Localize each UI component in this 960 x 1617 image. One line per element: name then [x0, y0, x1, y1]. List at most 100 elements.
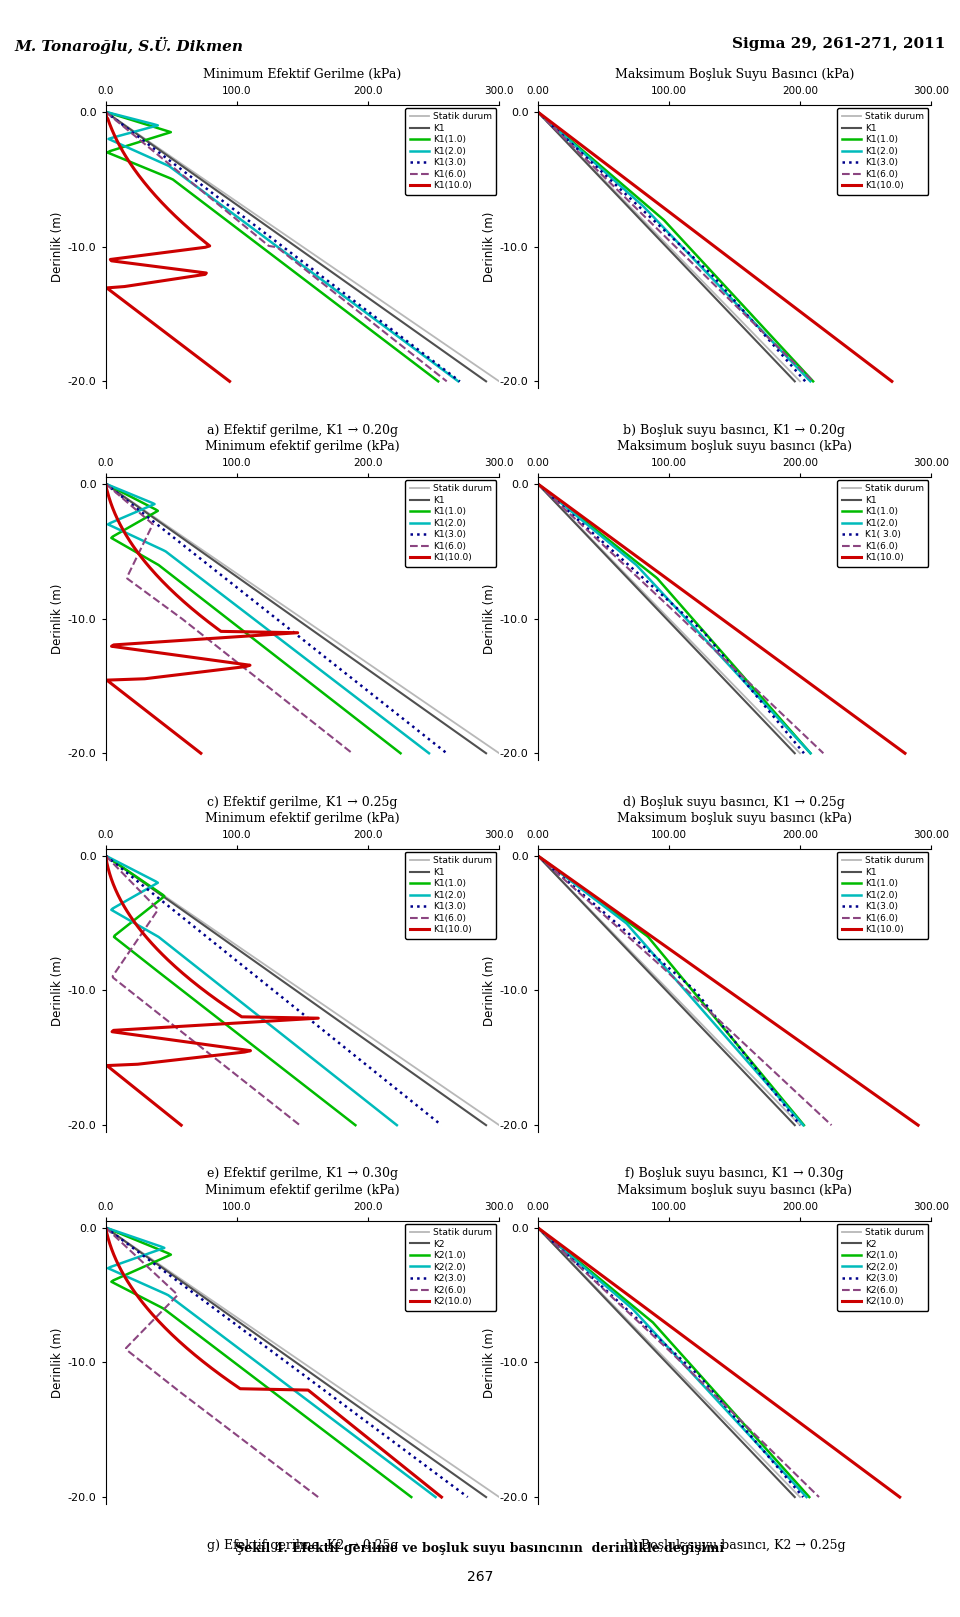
K2(6.0)	[543, 1229, 555, 1248]
K1(6.0)	[329, 729, 341, 749]
K1(1.0)	[349, 1116, 361, 1135]
Statik durum	[542, 113, 554, 133]
K1(10.0)	[100, 846, 111, 865]
K1	[580, 524, 591, 543]
K2(1.0)	[140, 1290, 152, 1310]
K2(2.0)	[412, 1473, 423, 1492]
K1	[776, 729, 787, 749]
Statik durum	[473, 357, 485, 377]
K1(6.0)	[112, 485, 124, 505]
K2(10.0)	[436, 1488, 447, 1507]
Line: K1(3.0): K1(3.0)	[106, 855, 442, 1125]
K1(6.0)	[265, 1093, 276, 1112]
K2	[202, 1290, 213, 1310]
K1(6.0)	[605, 175, 616, 194]
Line: K1(2.0): K1(2.0)	[538, 855, 804, 1125]
K1(2.0)	[553, 862, 564, 881]
K1(10.0)	[868, 721, 879, 741]
K1(10.0)	[176, 1116, 187, 1135]
K1(2.0)	[111, 896, 123, 915]
K1(6.0)	[532, 846, 543, 865]
Legend: Statik durum, K1, K1(1.0), K1(2.0), K1(3.0), K1(6.0), K1(10.0): Statik durum, K1, K1(1.0), K1(2.0), K1(3…	[837, 852, 928, 939]
K1(2.0)	[100, 846, 111, 865]
K1(2.0)	[785, 1101, 797, 1121]
K1(10.0)	[868, 357, 879, 377]
K1(10.0)	[879, 1093, 891, 1112]
K1(6.0)	[142, 524, 154, 543]
Line: K1: K1	[106, 112, 486, 382]
K1(6.0)	[793, 721, 804, 741]
K2(1.0)	[405, 1488, 417, 1507]
K1(10.0)	[102, 857, 113, 876]
Statik durum	[173, 524, 184, 543]
K2	[480, 1488, 492, 1507]
K2(10.0)	[103, 1229, 114, 1248]
K1	[480, 372, 492, 391]
Statik durum	[460, 1465, 471, 1484]
K1(6.0)	[550, 862, 562, 881]
K2(10.0)	[599, 1268, 611, 1287]
K1(3.0)	[436, 357, 447, 377]
K1(3.0)	[163, 524, 175, 543]
Line: Statik durum: Statik durum	[106, 112, 499, 382]
Line: K1: K1	[106, 855, 486, 1125]
Line: K2(10.0): K2(10.0)	[106, 1227, 442, 1497]
Legend: Statik durum, K1, K1(1.0), K1(2.0), K1(3.0), K1(6.0), K1(10.0): Statik durum, K1, K1(1.0), K1(2.0), K1(3…	[405, 480, 496, 568]
K1(1.0)	[111, 524, 123, 543]
K2(1.0)	[139, 1234, 151, 1253]
K2(3.0)	[167, 1268, 179, 1287]
K1(1.0)	[402, 349, 414, 369]
K1(2.0)	[139, 490, 151, 509]
K2(2.0)	[590, 1268, 602, 1287]
K1(3.0)	[100, 846, 111, 865]
K1	[600, 918, 612, 938]
K1(1.0)	[152, 118, 163, 137]
K2(3.0)	[532, 1218, 543, 1237]
Line: K1(1.0): K1(1.0)	[538, 855, 804, 1125]
Statik durum	[173, 896, 184, 915]
K2	[171, 1268, 182, 1287]
Line: Statik durum: Statik durum	[538, 855, 800, 1125]
Statik durum	[532, 1218, 543, 1237]
Legend: Statik durum, K2, K2(1.0), K2(2.0), K2(3.0), K2(6.0), K2(10.0): Statik durum, K2, K2(1.0), K2(2.0), K2(3…	[405, 1224, 496, 1311]
Y-axis label: Derinlik (m): Derinlik (m)	[483, 584, 495, 653]
K1	[547, 118, 559, 137]
Legend: Statik durum, K1, K1(1.0), K1(2.0), K1( 3.0), K1(6.0), K1(10.0): Statik durum, K1, K1(1.0), K1(2.0), K1( …	[837, 480, 928, 568]
K2(3.0)	[100, 1218, 111, 1237]
K2(10.0)	[546, 1229, 558, 1248]
K1	[542, 857, 554, 876]
K1(10.0)	[900, 744, 911, 763]
K2(1.0)	[388, 1473, 399, 1492]
K1(1.0)	[134, 113, 146, 133]
Statik durum	[124, 862, 135, 881]
K2(6.0)	[111, 1229, 123, 1248]
K1	[600, 175, 612, 194]
K1	[532, 846, 543, 865]
K1(10.0)	[139, 175, 151, 194]
K1(2.0)	[126, 485, 137, 505]
K1(3.0)	[189, 918, 201, 938]
Line: K2(6.0): K2(6.0)	[538, 1227, 819, 1497]
K2(6.0)	[312, 1488, 324, 1507]
K1(3.0)	[794, 1116, 805, 1135]
K1(1.0)	[554, 862, 565, 881]
K1(2.0)	[619, 547, 631, 566]
K1(10.0)	[124, 152, 135, 171]
K1(10.0)	[165, 721, 177, 741]
K1(6.0)	[586, 524, 597, 543]
Statik durum	[115, 857, 127, 876]
Text: Maksimum boşluk suyu basıncı (kPa): Maksimum boşluk suyu basıncı (kPa)	[617, 1184, 852, 1197]
K2(2.0)	[430, 1488, 442, 1507]
K1(2.0)	[362, 1093, 373, 1112]
Text: h) Boşluk suyu basıncı, K2 → 0.25g: h) Boşluk suyu basıncı, K2 → 0.25g	[624, 1539, 845, 1552]
Statik durum	[115, 485, 127, 505]
Statik durum	[781, 357, 793, 377]
K1(1.0)	[532, 474, 543, 493]
K2(6.0)	[168, 1290, 180, 1310]
K2(2.0)	[551, 1234, 563, 1253]
K1(10.0)	[532, 474, 543, 493]
K1(2.0)	[394, 721, 405, 741]
K1(1.0)	[532, 102, 543, 121]
Text: Maksimum boşluk suyu basıncı (kPa): Maksimum boşluk suyu basıncı (kPa)	[617, 812, 852, 825]
K1(3.0)	[100, 474, 111, 493]
